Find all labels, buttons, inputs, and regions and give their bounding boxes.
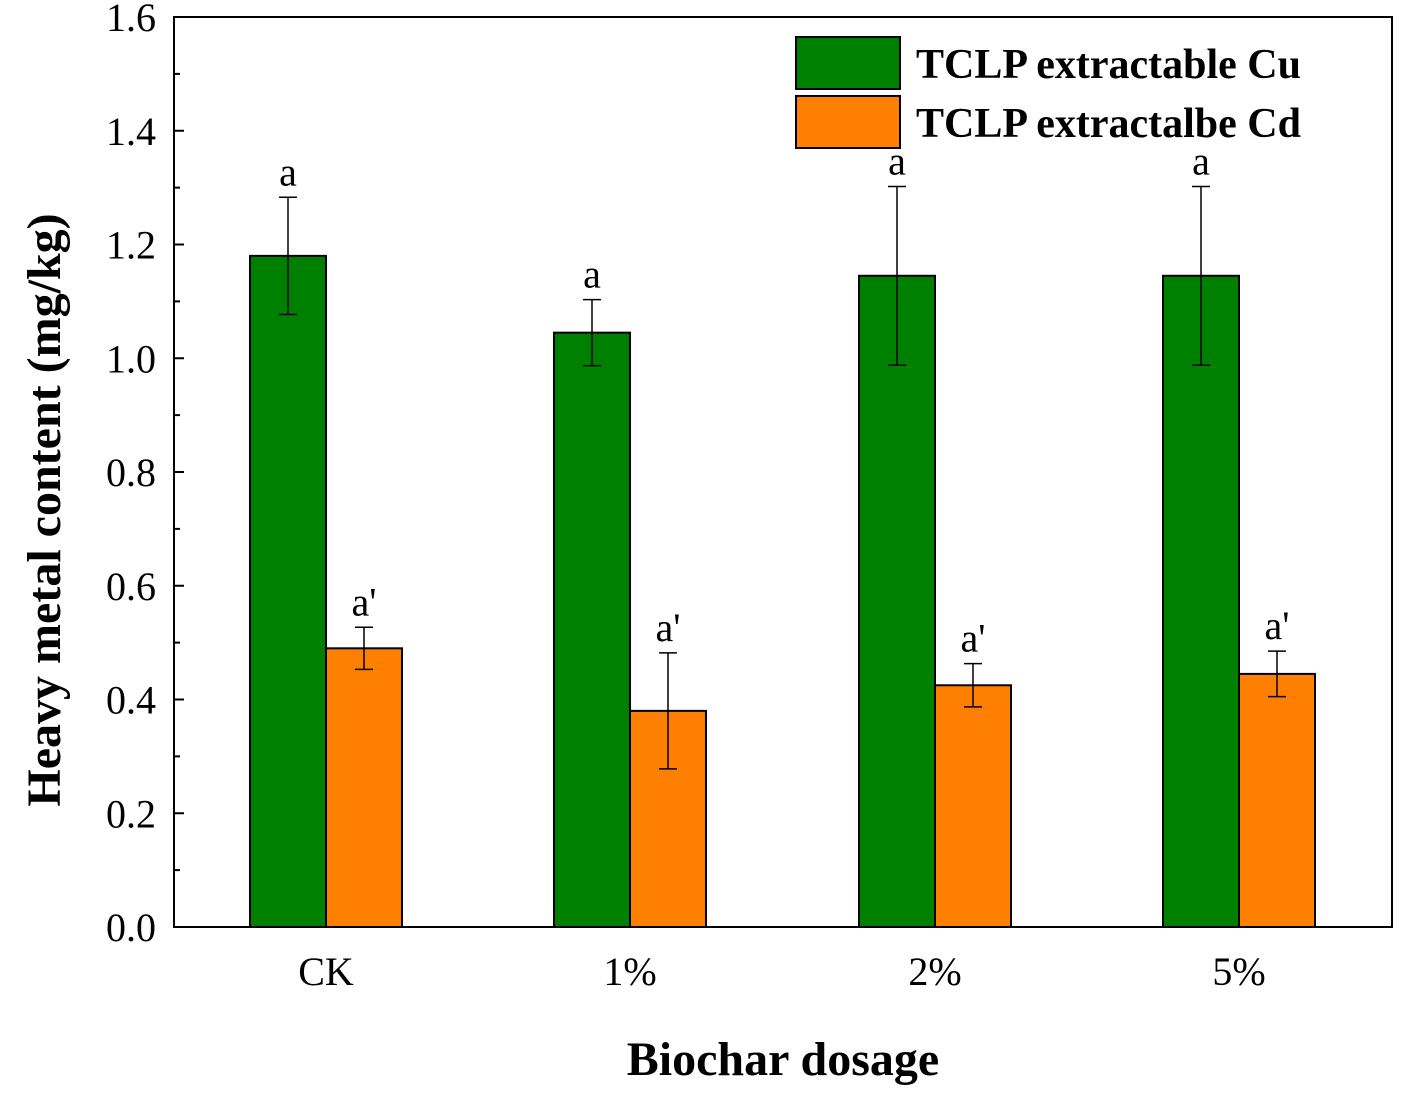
bar-cd-0 bbox=[325, 647, 403, 928]
legend-label: TCLP extractable Cu bbox=[916, 42, 1301, 88]
y-tick-label: 0.8 bbox=[106, 450, 156, 495]
significance-label: a bbox=[888, 138, 906, 183]
y-tick-label: 0.6 bbox=[106, 564, 156, 609]
error-bar bbox=[964, 662, 982, 708]
axis-ticks: 0.0 0.2 0.4 0.6 0.8 1.0 1.2 1.4 1.6 CK 1% 2% 5% bbox=[106, 0, 1266, 994]
significance-label: a bbox=[1192, 138, 1210, 183]
y-axis-title: Heavy metal content (mg/kg) bbox=[18, 213, 71, 806]
y-tick-label: 0.0 bbox=[106, 905, 156, 950]
plot-area: a a a a a' a' a' a' bbox=[173, 16, 1393, 928]
significance-label: a bbox=[279, 149, 297, 194]
legend-swatch bbox=[795, 36, 901, 90]
error-bar bbox=[355, 626, 373, 671]
significance-label: a bbox=[583, 252, 601, 297]
legend-swatch bbox=[795, 95, 901, 149]
error-bar bbox=[659, 652, 677, 770]
bar-cu-0 bbox=[249, 254, 327, 928]
x-tick-label: 5% bbox=[1212, 949, 1265, 994]
bar-cd-3 bbox=[1238, 672, 1316, 928]
error-bar bbox=[888, 185, 906, 366]
legend-label: TCLP extractalbe Cd bbox=[916, 101, 1301, 147]
axis-labels: Biochar dosage Heavy metal content (mg/kg… bbox=[18, 213, 939, 1086]
error-bar bbox=[583, 298, 601, 367]
y-tick-label: 0.4 bbox=[106, 678, 156, 723]
error-bar bbox=[1268, 650, 1286, 698]
bar-cu-3 bbox=[1162, 274, 1240, 928]
bar-cd-2 bbox=[934, 684, 1012, 928]
error-bar bbox=[279, 196, 297, 316]
y-tick-label: 1.4 bbox=[106, 109, 156, 154]
y-tick-label: 1.0 bbox=[106, 336, 156, 381]
x-tick-label: CK bbox=[298, 949, 354, 994]
bar-cu-1 bbox=[553, 331, 631, 928]
significance-label: a' bbox=[1265, 603, 1290, 648]
significance-label: a' bbox=[961, 616, 986, 661]
x-axis-title: Biochar dosage bbox=[627, 1033, 939, 1086]
legend: TCLP extractable Cu TCLP extractalbe Cd bbox=[795, 36, 1301, 149]
y-tick-label: 1.6 bbox=[106, 0, 156, 40]
y-tick-label: 1.2 bbox=[106, 223, 156, 268]
x-tick-label: 2% bbox=[908, 949, 961, 994]
significance-label: a' bbox=[656, 605, 681, 650]
bar-cu-2 bbox=[858, 274, 936, 928]
x-tick-label: 1% bbox=[603, 949, 656, 994]
significance-label: a' bbox=[352, 579, 377, 624]
y-tick-label: 0.2 bbox=[106, 791, 156, 836]
error-bar bbox=[1192, 185, 1210, 366]
